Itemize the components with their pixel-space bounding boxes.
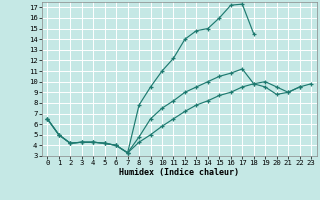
- X-axis label: Humidex (Indice chaleur): Humidex (Indice chaleur): [119, 168, 239, 177]
